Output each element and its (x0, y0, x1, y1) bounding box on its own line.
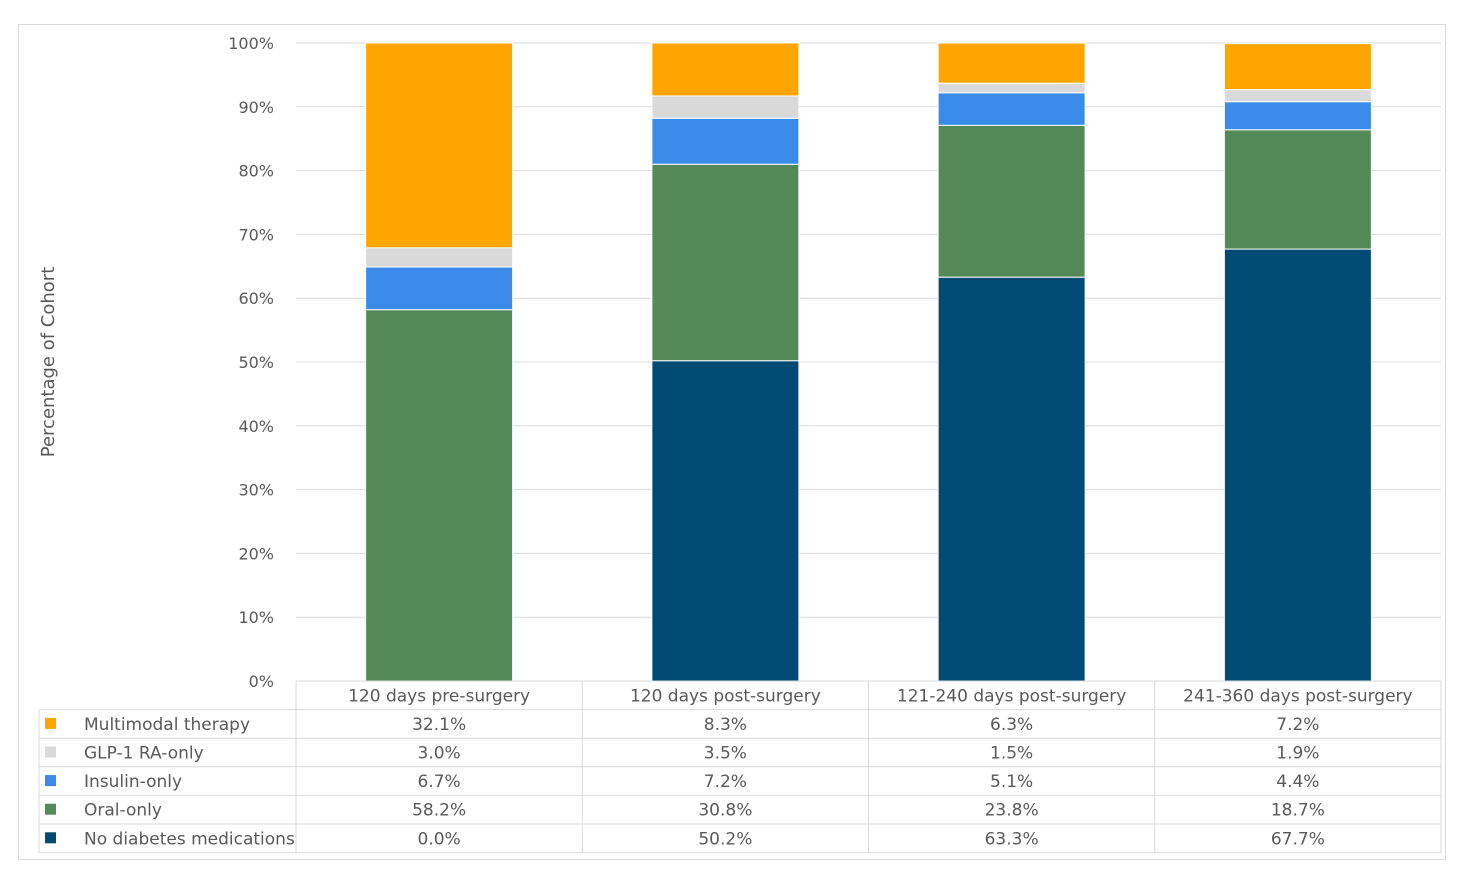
bar-segment (365, 42, 514, 249)
data-cell: 3.5% (704, 744, 747, 764)
y-tick-label: 70% (238, 225, 274, 244)
y-tick-label: 100% (228, 34, 274, 53)
y-axis-ticks: 0% 10% 20% 30% 40% 50% 60% 70% 80% 90% 100% (228, 34, 274, 691)
legend-entry: GLP-1 RA-only (84, 744, 204, 764)
data-cell: 63.3% (985, 829, 1039, 849)
y-tick-label: 80% (238, 162, 274, 181)
data-cell: 18.7% (1271, 801, 1325, 821)
category-label: 120 days post-surgery (630, 686, 821, 706)
data-cell: 4.4% (1276, 772, 1319, 792)
y-tick-label: 60% (238, 289, 274, 308)
bar-segment (651, 117, 800, 165)
data-cell: 50.2% (698, 829, 752, 849)
data-table: 120 days pre-surgery 120 days post-surger… (38, 680, 1442, 854)
y-tick-label: 20% (238, 544, 274, 563)
bar-segment (1223, 248, 1372, 682)
legend-swatch (45, 775, 56, 787)
data-cell: 6.7% (418, 772, 461, 792)
legend-swatch (45, 803, 56, 815)
data-cell: 6.3% (990, 715, 1033, 735)
bar-segment (937, 124, 1086, 278)
bar-segment (937, 82, 1086, 94)
data-cell: 8.3% (704, 715, 747, 735)
data-cell: 5.1% (990, 772, 1033, 792)
bar-segment (651, 163, 800, 362)
legend-swatch (45, 832, 56, 844)
bar-segment (1223, 101, 1372, 131)
legend-swatch (45, 717, 56, 729)
bar-segment (365, 309, 514, 682)
y-tick-label: 90% (238, 98, 274, 117)
bar-segment (937, 92, 1086, 126)
bar-segment (651, 42, 800, 97)
chart-frame (18, 24, 1446, 860)
y-tick-label: 50% (238, 353, 274, 372)
y-axis-label: Percentage of Cohort (38, 267, 59, 458)
bar-segment (365, 266, 514, 311)
bar-segment (1223, 129, 1372, 250)
legend-swatch (45, 746, 56, 758)
legend-entry: Multimodal therapy (84, 715, 250, 735)
data-cell: 32.1% (412, 715, 466, 735)
data-cell: 0.0% (418, 829, 461, 849)
y-tick-label: 40% (238, 417, 274, 436)
legend-entry: Insulin-only (84, 772, 182, 792)
data-cell: 1.5% (990, 744, 1033, 764)
category-label: 120 days pre-surgery (348, 686, 530, 706)
data-cell: 7.2% (704, 772, 747, 792)
bar-segment (1223, 89, 1372, 103)
data-cell: 67.7% (1271, 829, 1325, 849)
data-cell: 58.2% (412, 801, 466, 821)
y-tick-label: 30% (238, 481, 274, 500)
data-cell: 23.8% (985, 801, 1039, 821)
category-label: 241-360 days post-surgery (1183, 686, 1412, 706)
bar-segment (937, 42, 1086, 84)
category-label: 121-240 days post-surgery (897, 686, 1126, 706)
data-cell: 3.0% (418, 744, 461, 764)
data-cell: 1.9% (1276, 744, 1319, 764)
data-cell: 7.2% (1276, 715, 1319, 735)
bar-segment (1223, 43, 1372, 91)
bars (365, 42, 1372, 682)
bar-segment (365, 247, 514, 268)
bar-segment (651, 95, 800, 119)
bar-segment (937, 276, 1086, 682)
bar-segment (651, 360, 800, 682)
legend-entry: Oral-only (84, 801, 162, 821)
legend-entry: No diabetes medications (84, 829, 295, 849)
data-cell: 30.8% (698, 801, 752, 821)
y-tick-label: 0% (249, 672, 274, 691)
y-tick-label: 10% (238, 608, 274, 627)
